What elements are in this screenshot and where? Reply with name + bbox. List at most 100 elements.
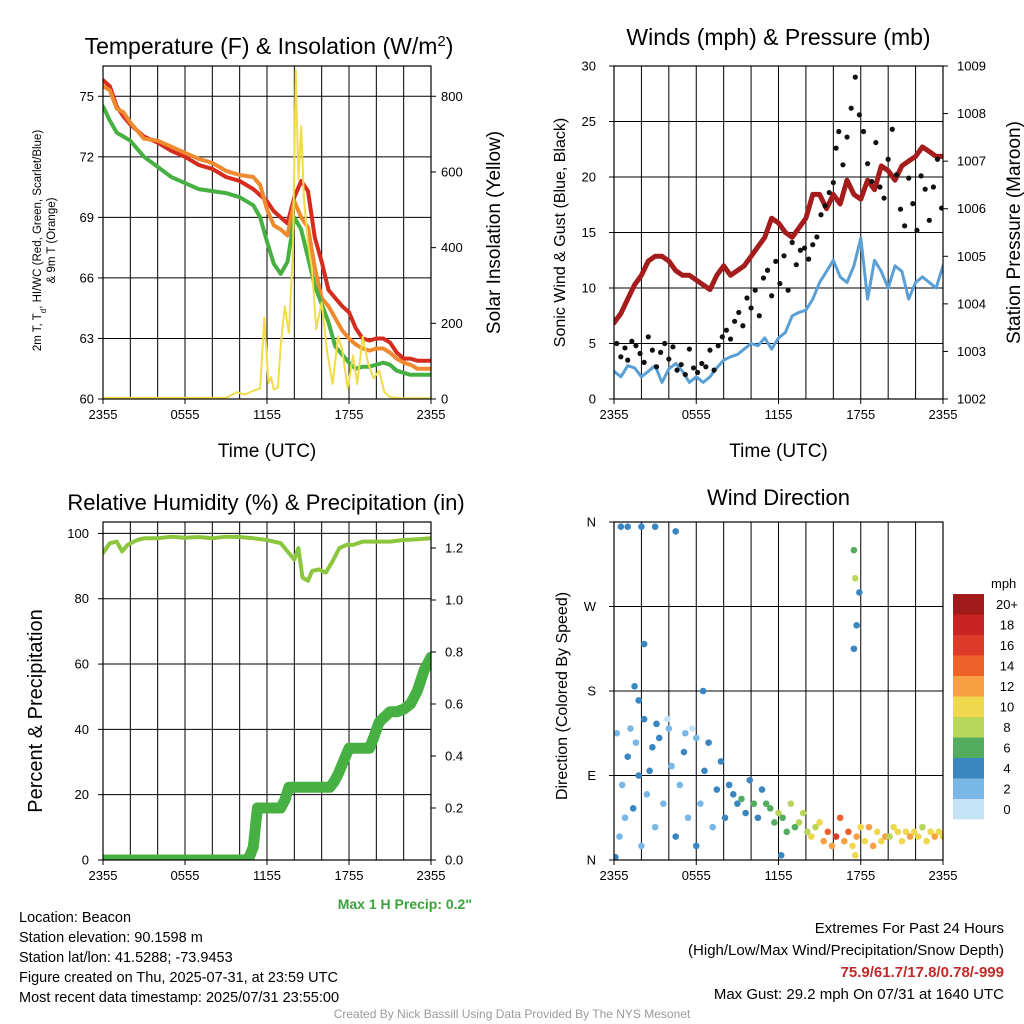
- y-tick-label: 72: [80, 149, 94, 164]
- credit-line: Created By Nick Bassill Using Data Provi…: [333, 1007, 691, 1021]
- x-tick-label: 2355: [89, 407, 118, 422]
- y2-tick-label: 1.2: [445, 541, 463, 556]
- y-tick-label: N: [587, 515, 596, 530]
- station-latlon: Station lat/lon: 41.5288; -73.9453: [19, 950, 233, 966]
- y2-tick-label: 0.4: [445, 749, 463, 764]
- y-tick-label: 25: [582, 114, 596, 129]
- gust-point: [715, 343, 721, 349]
- gust-point: [719, 334, 725, 340]
- x-tick-label: 2355: [600, 407, 629, 422]
- y2-tick-label: 1009: [957, 59, 986, 74]
- y2-tick-label: 1007: [957, 154, 986, 169]
- plot-border: [613, 65, 944, 400]
- direction-point: [812, 823, 819, 831]
- y-tick-label: 10: [582, 281, 596, 296]
- direction-point: [783, 828, 791, 836]
- x-tick-label: 2355: [417, 407, 446, 422]
- direction-point: [878, 837, 885, 845]
- speed-legend: mph 20+ 18 16 14 12 10 8 6 4 2 0: [953, 576, 1018, 820]
- y2-tick-label: 0.6: [445, 697, 463, 712]
- gust-point: [781, 253, 787, 259]
- series-pressure: [614, 144, 943, 326]
- direction-point: [851, 852, 859, 859]
- plot-border: [102, 521, 432, 861]
- y2-tick-label: 1004: [957, 296, 986, 311]
- gust-point: [658, 349, 664, 355]
- direction-point: [828, 842, 836, 850]
- x-tick-label: 2355: [89, 868, 118, 883]
- legend-swatch: [953, 778, 984, 799]
- plot-border: [613, 521, 944, 861]
- direction-point: [762, 800, 770, 807]
- x-axis-label: Time (UTC): [218, 441, 317, 462]
- legend-swatch: [953, 696, 984, 717]
- direction-point: [617, 523, 625, 530]
- y2-axis-label: Station Pressure (Maroon): [1004, 121, 1024, 344]
- y2-tick-label: 0.8: [445, 645, 463, 660]
- direction-point: [701, 767, 708, 775]
- gust-point: [707, 347, 713, 353]
- gust-point: [902, 223, 908, 229]
- direction-point: [935, 828, 943, 836]
- gust-point: [764, 267, 771, 273]
- legend-label: 16: [1000, 638, 1014, 653]
- y2-tick-label: 800: [441, 89, 463, 104]
- direction-point: [758, 786, 766, 793]
- y2-tick-label: 400: [441, 240, 463, 255]
- direction-point: [777, 852, 785, 859]
- direction-point: [653, 720, 660, 728]
- direction-point: [688, 725, 696, 732]
- direction-point: [699, 687, 707, 695]
- direction-point: [845, 828, 852, 836]
- y-tick-label: 15: [582, 225, 596, 240]
- gust-point: [926, 217, 932, 223]
- x-tick-label: 1155: [765, 868, 793, 883]
- direction-point: [902, 828, 910, 836]
- extremes-panel: Extremes For Past 24 Hours (High/Low/Max…: [688, 918, 1004, 1006]
- y-tick-label: 40: [75, 722, 89, 737]
- chart-title: Winds (mph) & Pressure (mb): [626, 24, 930, 50]
- legend-label: 12: [1000, 679, 1014, 694]
- direction-point: [631, 683, 638, 690]
- direction-point: [624, 523, 632, 530]
- direction-point: [836, 814, 844, 822]
- winds-chart: 2355 0555 1155 1755 2355 0 5 10 15 20 25 30 1002 1003…: [552, 24, 1024, 462]
- direction-point: [791, 823, 799, 831]
- gust-point: [833, 145, 839, 151]
- direction-point: [627, 725, 634, 732]
- direction-point: [824, 828, 832, 836]
- y-tick-label: 5: [589, 336, 596, 351]
- gust-point: [618, 354, 624, 360]
- gust-point: [641, 359, 647, 365]
- direction-point: [808, 833, 815, 840]
- direction-point: [850, 645, 858, 653]
- x-tick-label: 2355: [929, 407, 958, 422]
- gust-point: [806, 256, 812, 262]
- gust-point: [844, 134, 850, 140]
- direction-point: [643, 790, 651, 798]
- direction-point: [857, 823, 865, 831]
- y2-tick-label: 1006: [957, 201, 986, 216]
- gust-point: [699, 360, 705, 367]
- y2-tick-label: 600: [441, 164, 463, 179]
- direction-point: [915, 833, 922, 840]
- direction-point: [638, 842, 645, 850]
- gust-point: [653, 364, 660, 370]
- direction-point: [795, 819, 803, 826]
- figure-created: Figure created on Thu, 2025-07-31, at 23…: [19, 970, 338, 986]
- humidity-chart: 2355 0555 1155 1755 23550204060801000.00.20.…: [25, 490, 465, 883]
- gust-point: [840, 162, 846, 168]
- extremes-values: 75.9/61.7/17.8/0.78/-999: [840, 964, 1004, 981]
- extremes-heading: Extremes For Past 24 Hours: [814, 920, 1004, 937]
- chart-title: Relative Humidity (%) & Precipitation (i…: [67, 490, 464, 515]
- gust-point: [625, 357, 631, 363]
- direction-point: [655, 734, 663, 742]
- gust-point: [629, 338, 635, 344]
- legend-swatch: [953, 758, 984, 779]
- gust-point: [860, 128, 867, 135]
- direction-point: [680, 748, 688, 756]
- station-location: Location: Beacon: [19, 910, 132, 926]
- direction-point: [638, 523, 645, 530]
- direction-point: [640, 640, 648, 648]
- gust-point: [810, 242, 816, 248]
